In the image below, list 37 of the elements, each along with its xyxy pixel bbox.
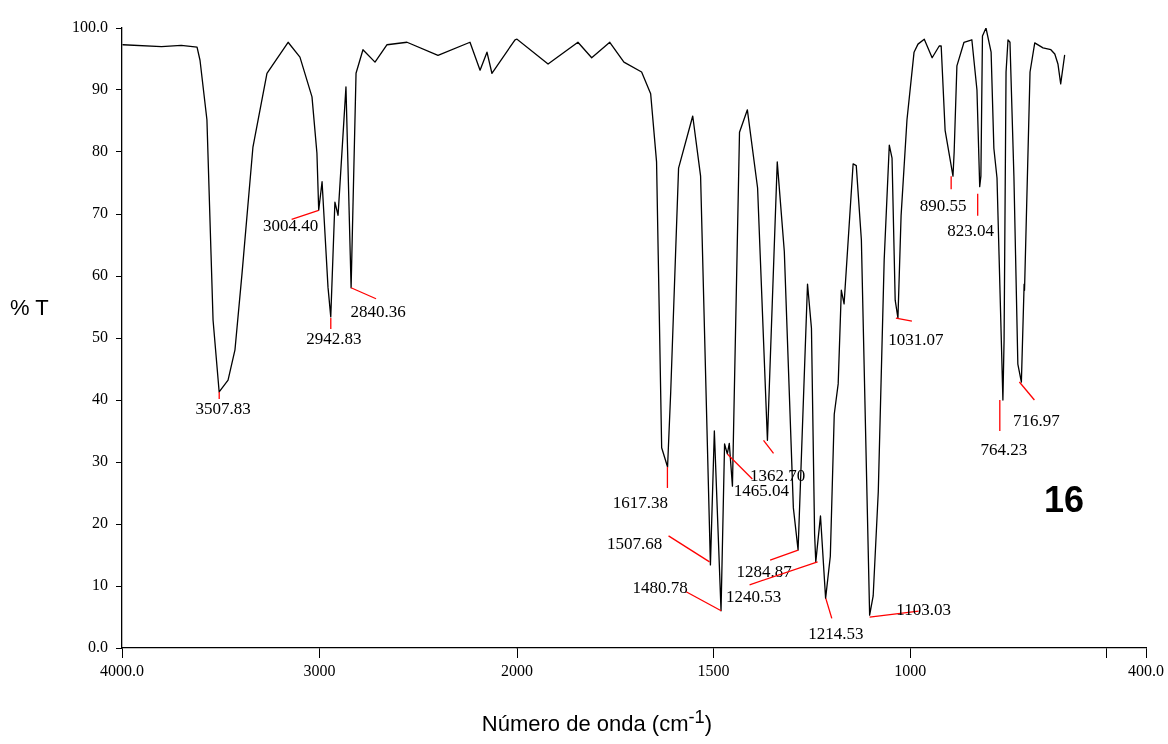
x-tick-label: 3000 — [303, 661, 336, 679]
x-tick-label: 400.0 — [1128, 661, 1164, 679]
annotation: 1465.04 — [733, 481, 790, 501]
annotation: 1284.87 — [736, 561, 793, 581]
y-tick-label: 90 — [92, 80, 108, 98]
annotation: 16 — [1043, 478, 1085, 520]
annotation: 823.04 — [947, 221, 995, 241]
annotation: 716.97 — [1013, 411, 1061, 431]
y-tick-label: 10 — [92, 576, 108, 594]
y-tick-label: 20 — [92, 514, 108, 532]
annotation: 1480.78 — [632, 578, 688, 598]
x-axis-title: Número de onda (cm$^{-1}$) — [480, 706, 714, 738]
x-tick-label: 1500 — [697, 661, 730, 679]
annotation: 764.23 — [980, 440, 1028, 460]
annotation: 3507.83 — [195, 399, 251, 419]
y-tick-label: 60 — [92, 266, 108, 284]
annotation: 2840.36 — [350, 302, 406, 322]
annotation: 1617.38 — [612, 493, 669, 513]
annotation: 1214.53 — [808, 623, 864, 643]
annotation: 1507.68 — [606, 534, 663, 554]
annotation: 1103.03 — [896, 599, 951, 619]
y-tick-label: 50 — [92, 328, 108, 346]
annotation: 3004.40 — [263, 215, 319, 235]
annotation: 2942.83 — [306, 329, 362, 349]
x-tick-label: 2000 — [501, 661, 533, 679]
y-tick-label: 100.0 — [72, 18, 108, 36]
annotation: 890.55 — [919, 195, 967, 215]
y-tick-label: 0.0 — [88, 638, 108, 656]
annotation: 1031.07 — [888, 329, 945, 349]
y-tick-label: 80 — [92, 142, 108, 160]
x-tick-label: 1000 — [894, 661, 927, 679]
y-tick-label: 40 — [92, 390, 108, 408]
x-tick-label: 4000.0 — [100, 661, 144, 679]
y-tick-label: 30 — [92, 452, 108, 470]
y-tick-label: 70 — [92, 204, 108, 222]
annotation: 1240.53 — [725, 587, 782, 607]
y-axis-title: % T — [10, 295, 49, 321]
